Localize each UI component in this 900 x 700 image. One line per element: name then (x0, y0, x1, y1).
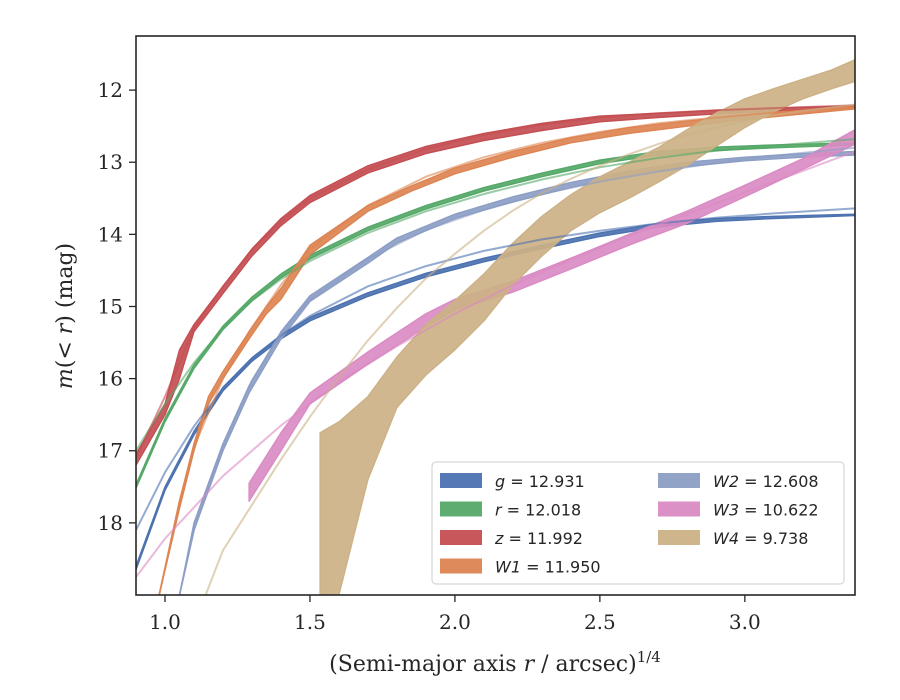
y-tick-label: 14 (98, 222, 123, 246)
legend-swatch-w1 (440, 558, 482, 574)
legend-swatch-z (440, 530, 482, 545)
plot-frame (135, 35, 856, 596)
legend-swatch-w4 (658, 530, 700, 545)
series-model-line-w4 (204, 103, 855, 595)
series-model-line-w3 (136, 150, 855, 578)
x-tick-label: 1.0 (149, 610, 181, 634)
series-layer (136, 59, 855, 595)
legend-box (431, 461, 845, 585)
x-tick-label: 1.5 (294, 610, 326, 634)
y-axis-label: m(< r) (mag) (53, 243, 78, 389)
y-tick-label: 16 (98, 367, 123, 391)
y-tick-label: 15 (98, 294, 123, 318)
legend-label-g: g = 12.931 (495, 472, 585, 491)
legend-label-r: r = 12.018 (495, 501, 581, 520)
legend-label-w1: W1 = 11.950 (495, 558, 601, 577)
x-tick-label: 3.0 (729, 610, 761, 634)
series-model-line-w1 (158, 106, 855, 595)
legend-label-w2: W2 = 12.608 (713, 472, 819, 491)
legend-swatch-w2 (658, 473, 700, 488)
y-tick-label: 13 (98, 150, 123, 174)
y-tick-label: 17 (98, 439, 123, 463)
x-axis-label: (Semi-major axis r / arcsec)1/4 (329, 648, 661, 677)
series-model-line-g (136, 207, 855, 531)
series-model-line-r (136, 138, 855, 452)
series-model-line-w2 (178, 146, 855, 595)
x-axis: 1.0 1.5 2.0 2.5 3.0 (149, 595, 761, 634)
legend-swatch-r (440, 501, 482, 517)
legend-label-w4: W4 = 9.738 (713, 529, 808, 548)
legend-swatch-g (440, 473, 482, 488)
series-band-w4 (319, 59, 855, 595)
x-tick-label: 2.0 (439, 610, 471, 634)
y-tick-label: 12 (98, 78, 123, 102)
legend: g = 12.931 r = 12.018 z = 11.992 W1 = 11.95… (431, 461, 845, 585)
x-tick-label: 2.5 (584, 610, 616, 634)
y-tick-label: 18 (98, 511, 123, 535)
legend-label-z: z = 11.992 (494, 529, 583, 548)
legend-label-w3: W3 = 10.622 (713, 501, 819, 520)
series-model-line-z (136, 104, 855, 459)
legend-swatch-w3 (658, 501, 700, 517)
series-band-w2 (178, 150, 855, 595)
y-axis: 12 13 14 15 16 17 18 (98, 78, 136, 535)
